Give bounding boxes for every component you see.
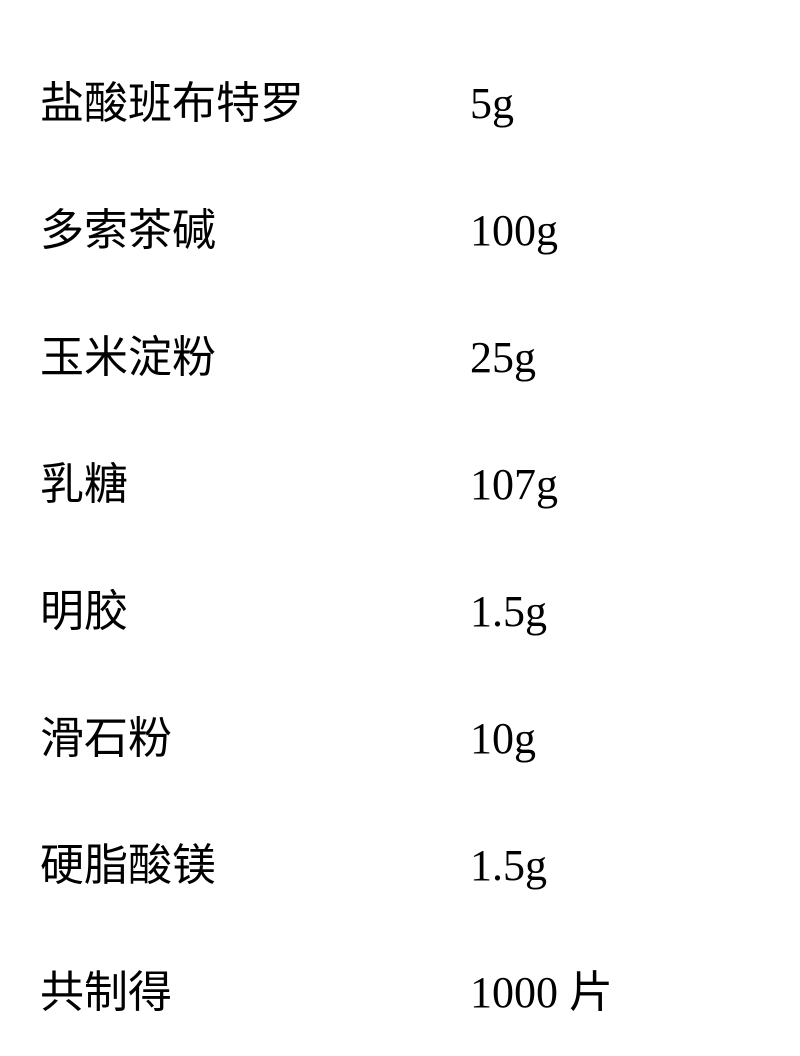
ingredient-label: 盐酸班布特罗 xyxy=(40,40,470,167)
ingredient-label: 玉米淀粉 xyxy=(40,294,470,421)
ingredient-value: 5g xyxy=(470,40,750,167)
table-row: 明胶1.5g xyxy=(40,548,760,675)
table-row: 乳糖107g xyxy=(40,421,760,548)
ingredient-value: 107g xyxy=(470,421,750,548)
ingredient-label: 共制得 xyxy=(40,929,470,1056)
ingredient-label: 乳糖 xyxy=(40,421,470,548)
ingredient-label: 硬脂酸镁 xyxy=(40,802,470,929)
ingredient-table: 盐酸班布特罗5g多索茶碱100g玉米淀粉25g乳糖107g明胶1.5g滑石粉10… xyxy=(40,40,760,1056)
table-row: 滑石粉10g xyxy=(40,675,760,802)
ingredient-value: 25g xyxy=(470,294,750,421)
table-row: 共制得1000 片 xyxy=(40,929,760,1056)
table-row: 硬脂酸镁1.5g xyxy=(40,802,760,929)
table-row: 玉米淀粉25g xyxy=(40,294,760,421)
ingredient-label: 明胶 xyxy=(40,548,470,675)
ingredient-value: 100g xyxy=(470,167,750,294)
ingredient-value: 10g xyxy=(470,675,750,802)
ingredient-label: 滑石粉 xyxy=(40,675,470,802)
table-row: 盐酸班布特罗5g xyxy=(40,40,760,167)
ingredient-value: 1.5g xyxy=(470,802,750,929)
ingredient-label: 多索茶碱 xyxy=(40,167,470,294)
ingredient-value: 1000 片 xyxy=(470,929,750,1056)
table-row: 多索茶碱100g xyxy=(40,167,760,294)
ingredient-value: 1.5g xyxy=(470,548,750,675)
